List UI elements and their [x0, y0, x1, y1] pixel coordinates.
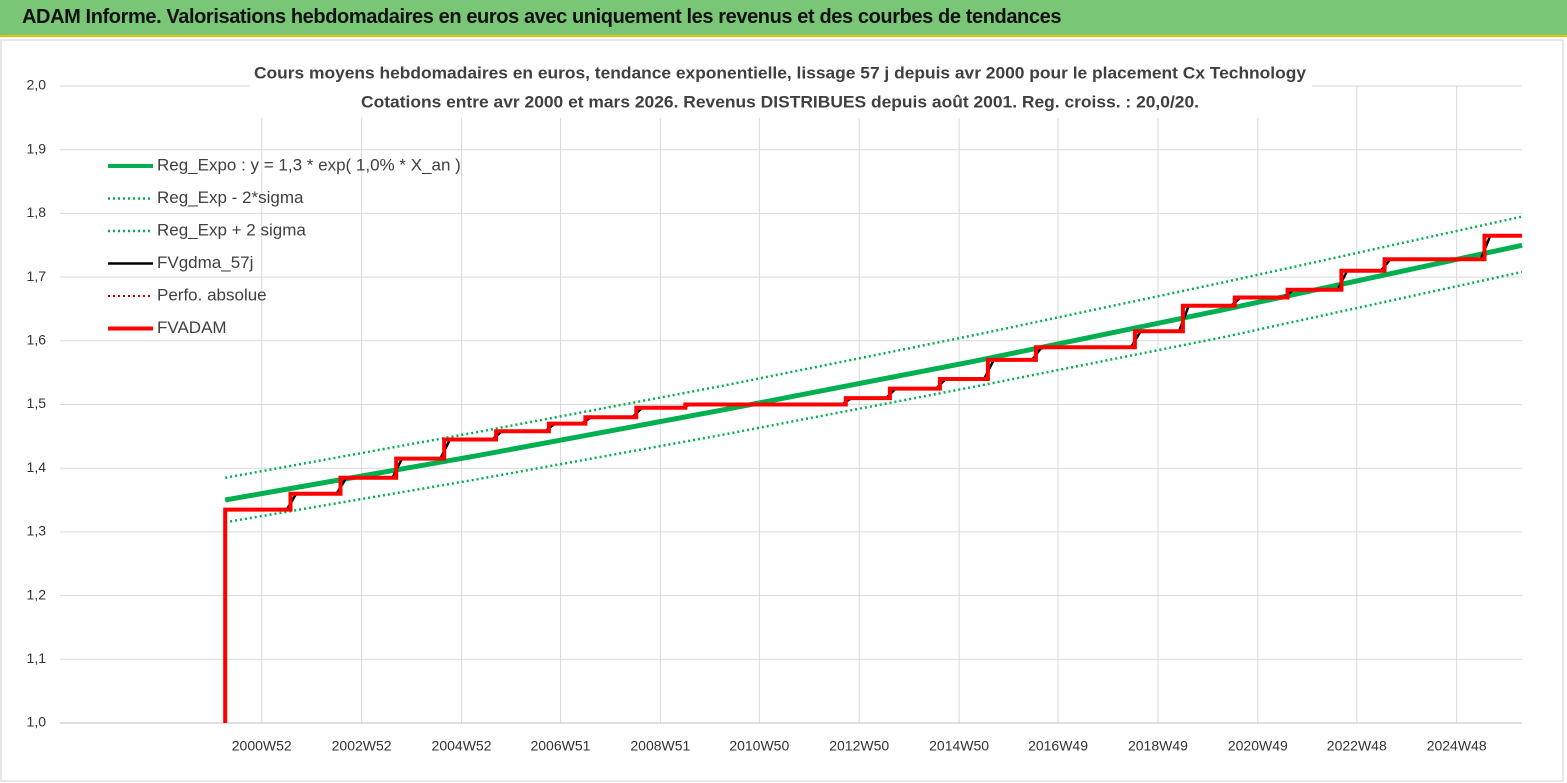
- y-tick-label: 1,1: [27, 650, 47, 666]
- x-tick-label: 2020W49: [1228, 738, 1288, 754]
- x-tick-label: 2002W52: [332, 738, 392, 754]
- x-tick-label: 2008W51: [630, 738, 690, 754]
- x-tick-label: 2014W50: [929, 738, 989, 754]
- y-tick-label: 2,0: [27, 77, 47, 93]
- y-tick-label: 1,2: [27, 586, 47, 602]
- x-tick-label: 2010W50: [729, 738, 789, 754]
- x-tick-label: 2000W52: [232, 738, 292, 754]
- x-tick-label: 2018W49: [1128, 738, 1188, 754]
- x-tick-label: 2022W48: [1327, 738, 1387, 754]
- y-tick-label: 1,8: [27, 204, 47, 220]
- legend-label: Reg_Exp - 2*sigma: [157, 188, 304, 207]
- legend-label: FVgdma_57j: [157, 253, 253, 272]
- x-tick-label: 2024W48: [1427, 738, 1487, 754]
- x-tick-label: 2006W51: [530, 738, 590, 754]
- plot: [223, 215, 1523, 723]
- y-tick-label: 1,3: [27, 523, 47, 539]
- legend: Reg_Expo : y = 1,3 * exp( 1,0% * X_an ) R…: [108, 155, 461, 337]
- y-tick-label: 1,6: [27, 332, 47, 348]
- series-line: [224, 270, 1523, 524]
- y-tick-label: 1,5: [27, 395, 47, 411]
- x-tick-label: 2016W49: [1028, 738, 1088, 754]
- chart-title: Cours moyens hebdomadaires en euros, ten…: [254, 63, 1307, 82]
- title-box: [250, 60, 1312, 118]
- chart-subtitle: Cotations entre avr 2000 et mars 2026. R…: [361, 92, 1199, 111]
- y-tick-label: 1,7: [27, 268, 47, 284]
- header-title: ADAM Informe. Valorisations hebdomadaire…: [22, 6, 1062, 28]
- chart-frame: [0, 39, 1564, 782]
- legend-label: FVADAM: [157, 318, 227, 337]
- y-tick-label: 1,0: [27, 714, 47, 730]
- header: ADAM Informe. Valorisations hebdomadaire…: [0, 0, 1567, 37]
- legend-label: Reg_Expo : y = 1,3 * exp( 1,0% * X_an ): [157, 155, 461, 174]
- legend-label: Reg_Exp + 2 sigma: [157, 220, 306, 239]
- legend-label: Perfo. absolue: [157, 285, 267, 304]
- y-tick-label: 1,4: [27, 459, 47, 475]
- x-tick-label: 2004W52: [432, 738, 492, 754]
- series-line: [224, 215, 1523, 480]
- series-line: [223, 233, 1522, 723]
- x-tick-label: 2012W50: [829, 738, 889, 754]
- chart: 1,0 1,1 1,2 1,3 1,4 1,5 1,6 1,7 1,8 1,9 2,0 2000W52…: [0, 39, 1564, 782]
- y-tick-label: 1,9: [27, 140, 47, 156]
